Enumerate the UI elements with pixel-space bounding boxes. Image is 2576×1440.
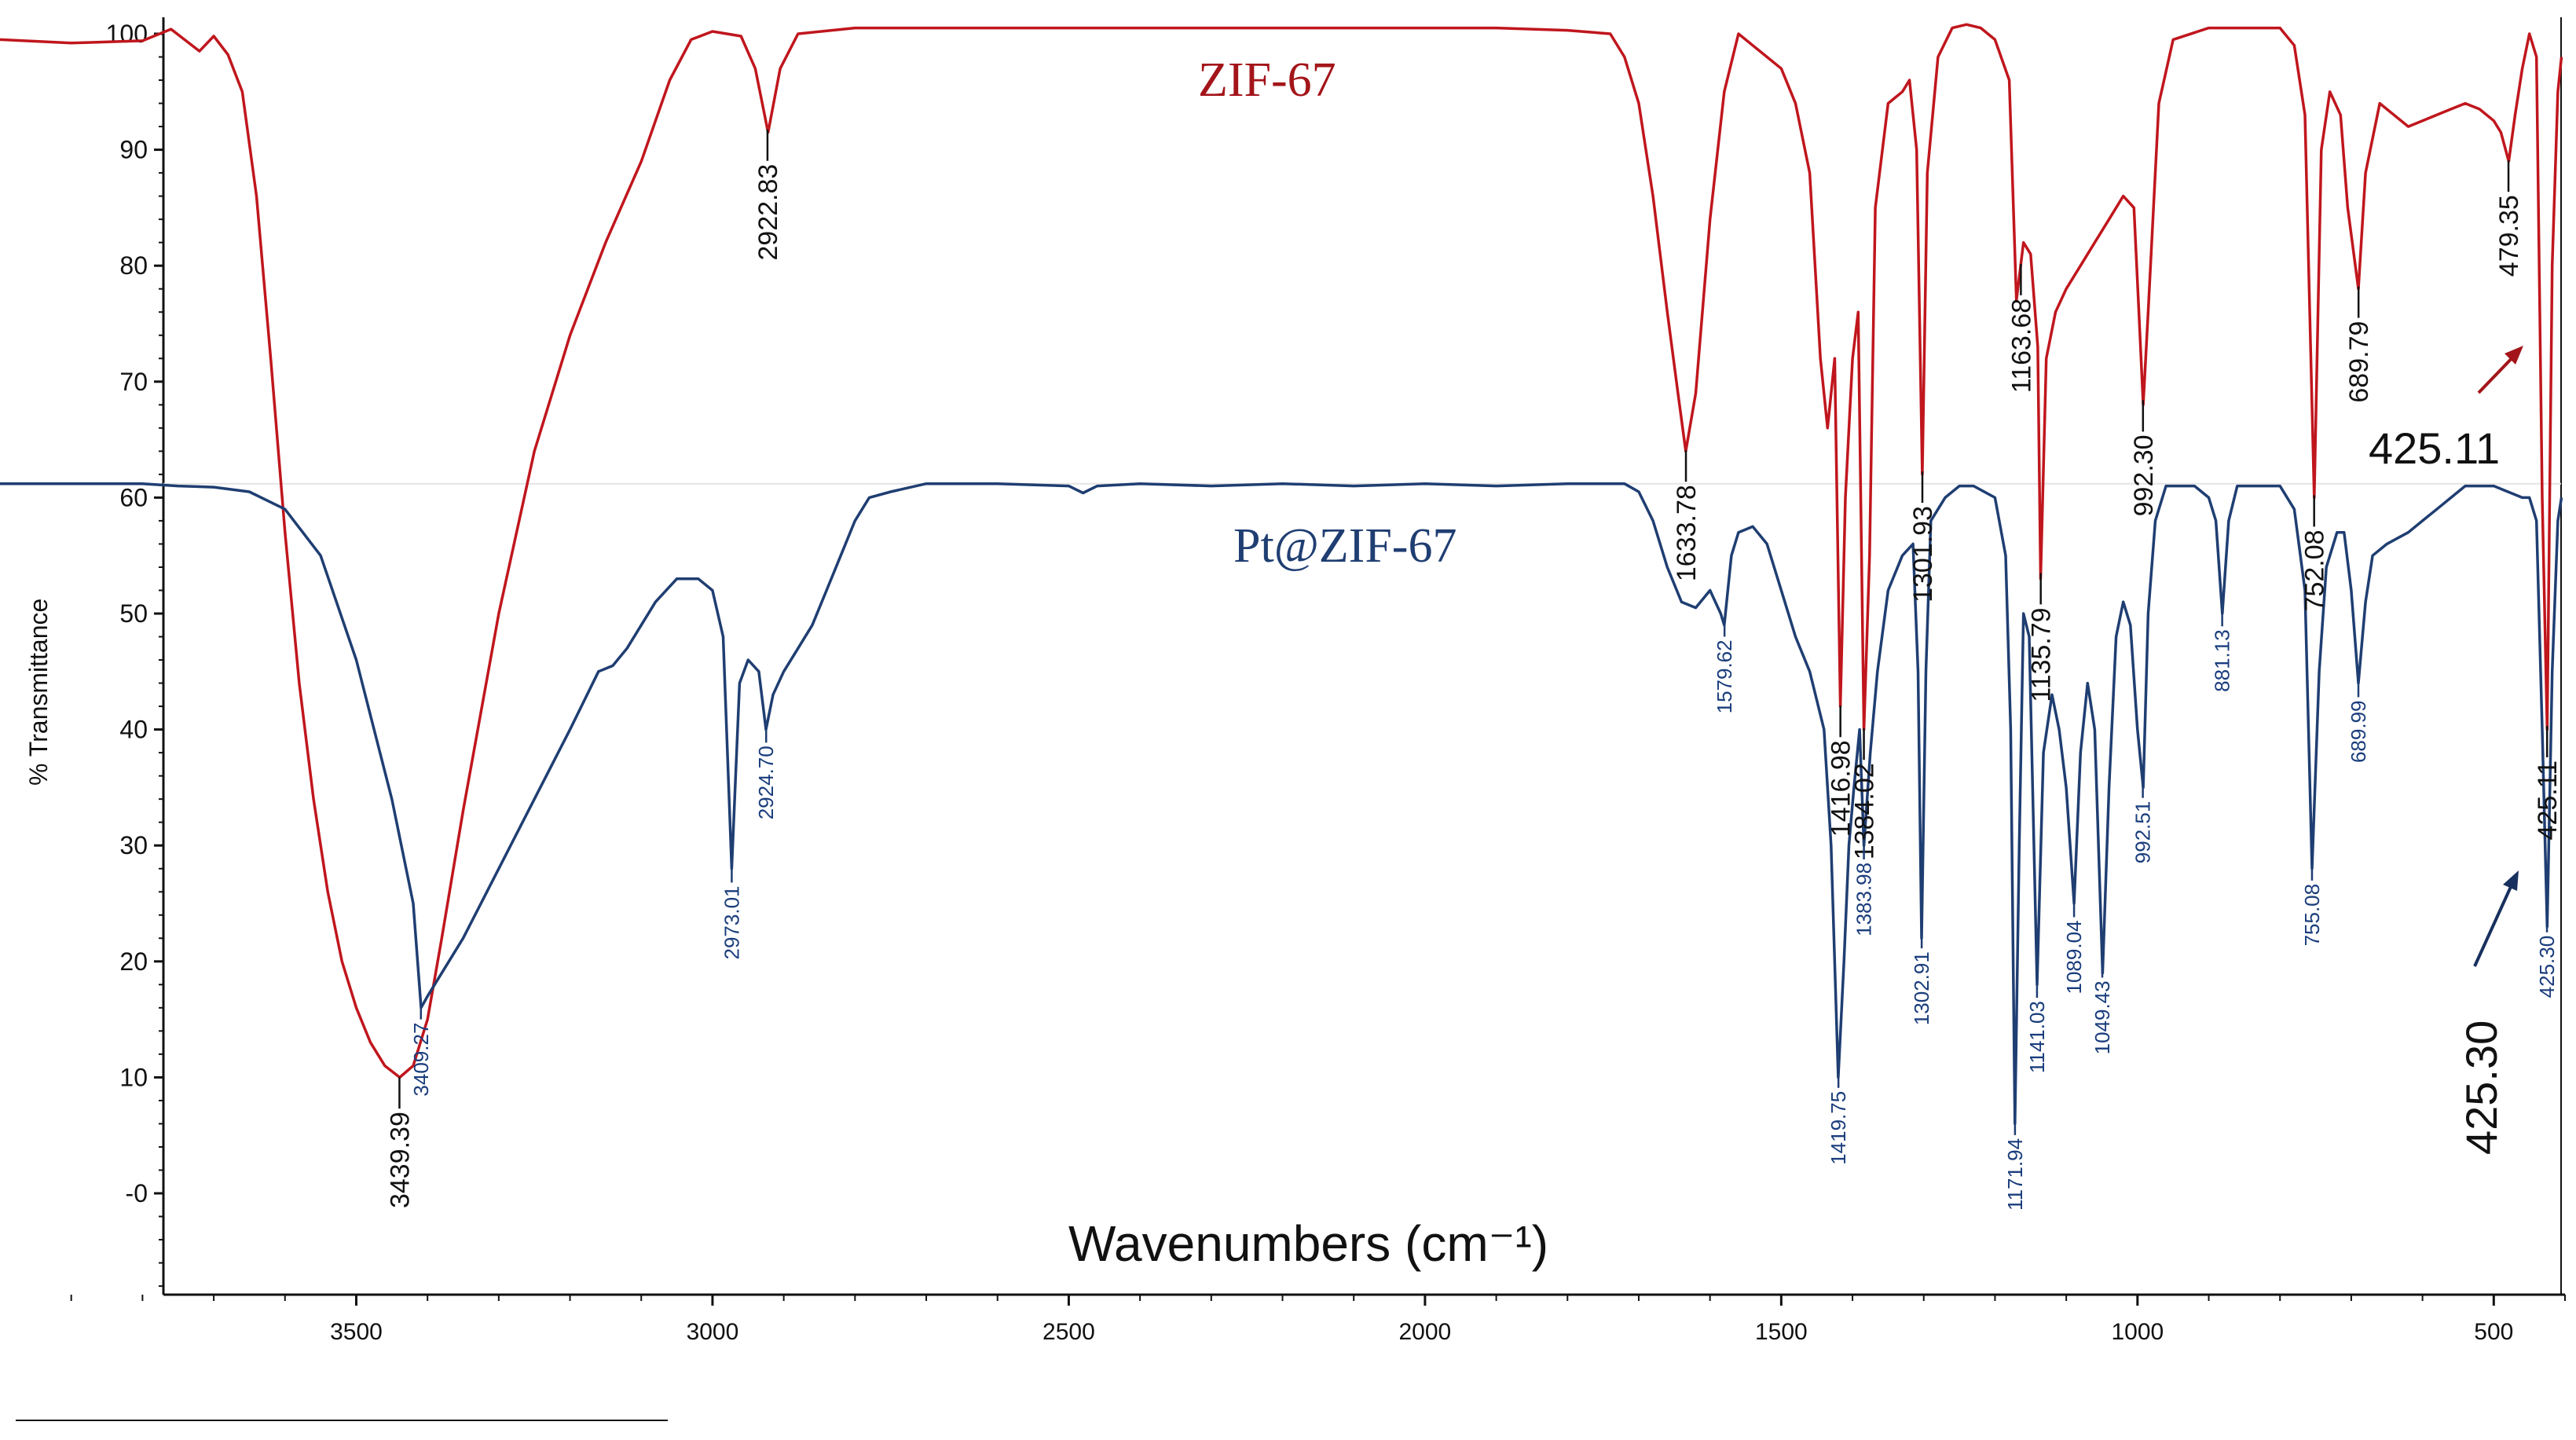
- peak-label-pt-zif67: 1383.98: [1852, 863, 1876, 936]
- peak-label-pt-zif67: 755.08: [2300, 884, 2324, 947]
- peak-label-zif67: 1163.68: [2006, 299, 2036, 393]
- peak-label-zif67: 1633.78: [1672, 485, 1702, 581]
- series-line-zif67: [0, 23, 2563, 1079]
- peak-label-pt-zif67: 992.51: [2131, 801, 2155, 864]
- peak-label-pt-zif67: 689.99: [2347, 701, 2370, 764]
- callout-label-zif67: 425.11: [2369, 423, 2500, 473]
- peak-label-zif67: 752.08: [2300, 529, 2330, 611]
- peak-label-pt-zif67: 1419.75: [1827, 1091, 1850, 1165]
- peak-label-zif67: 992.30: [2129, 434, 2159, 516]
- peak-label-zif67: 479.35: [2494, 195, 2524, 277]
- peak-label-zif67: 1301.93: [1908, 506, 1938, 603]
- y-tick-label: 80: [119, 251, 148, 280]
- series-layer: [0, 23, 2563, 1126]
- peak-label-zif67: 1384.02: [1850, 763, 1880, 859]
- x-axis-title: Wavenumbers (cm⁻¹): [1068, 1215, 1548, 1272]
- peak-label-pt-zif67: 1049.43: [2090, 980, 2114, 1054]
- y-tick-label: 30: [119, 831, 148, 859]
- series-line-pt-zif67: [0, 482, 2563, 1126]
- peak-label-pt-zif67: 425.30: [2535, 936, 2559, 998]
- axis-layer: 100 90 80 70 60 50 40 30 20 10 -0 3500 3000 2500 2000 1…: [70, 20, 2566, 1345]
- y-tick-label: 70: [119, 368, 148, 396]
- peak-label-pt-zif67: 3409.27: [409, 1023, 433, 1097]
- peak-label-pt-zif67: 1171.94: [2003, 1138, 2027, 1211]
- peak-label-zif67: 1135.79: [2027, 607, 2057, 702]
- peak-label-pt-zif67: 881.13: [2211, 629, 2234, 692]
- y-tick-label: 90: [119, 136, 148, 164]
- y-tick-label: 60: [119, 483, 148, 511]
- y-tick-label: -0: [126, 1179, 148, 1207]
- series-label-pt-zif67: Pt@ZIF-67: [1233, 519, 1457, 573]
- peak-label-pt-zif67: 2973.01: [720, 886, 743, 960]
- x-tick-label: 2000: [1399, 1319, 1452, 1345]
- x-tick-label: 3500: [330, 1319, 383, 1345]
- y-tick-label: 100: [106, 20, 148, 48]
- y-axis-title: % Transmittance: [24, 599, 53, 786]
- peak-label-pt-zif67: 1579.62: [1713, 639, 1736, 713]
- y-tick-label: 50: [119, 599, 148, 628]
- peak-label-zif67: 425.11: [2533, 760, 2563, 840]
- callout-arrowhead-zif67: [2505, 346, 2523, 365]
- peak-label-pt-zif67: 2924.70: [754, 746, 778, 819]
- x-tick-label: 2500: [1042, 1319, 1095, 1345]
- peak-label-pt-zif67: 1141.03: [2025, 1001, 2049, 1073]
- peak-label-zif67: 2922.83: [753, 164, 783, 261]
- peak-label-zif67: 1416.98: [1827, 740, 1856, 837]
- x-tick-label: 1500: [1755, 1319, 1808, 1345]
- callout-arrowhead-pt-zif67: [2503, 870, 2519, 891]
- x-tick-label: 500: [2474, 1319, 2513, 1345]
- y-tick-label: 40: [119, 716, 148, 744]
- peak-label-zif67: 3439.39: [385, 1112, 415, 1208]
- peak-label-pt-zif67: 1302.91: [1910, 951, 1933, 1025]
- x-tick-label: 1000: [2111, 1319, 2164, 1345]
- callout-label-pt-zif67: 425.30: [2457, 1020, 2506, 1155]
- y-tick-label: 10: [119, 1063, 148, 1091]
- peak-label-pt-zif67: 1089.04: [2062, 921, 2086, 995]
- peak-label-zif67: 689.79: [2344, 321, 2374, 403]
- callout-arrow-pt-zif67: [2473, 879, 2516, 967]
- series-label-zif67: ZIF-67: [1198, 53, 1336, 107]
- y-tick-label: 20: [119, 947, 148, 976]
- x-tick-label: 3000: [687, 1319, 739, 1345]
